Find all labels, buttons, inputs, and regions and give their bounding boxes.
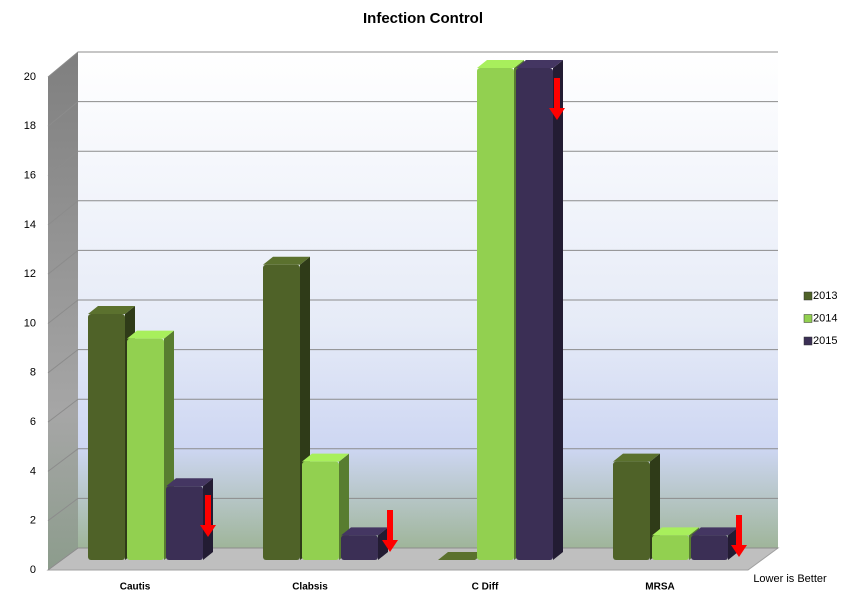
bar-front bbox=[652, 535, 689, 560]
legend-label: 2014 bbox=[813, 312, 837, 324]
bar-top bbox=[691, 527, 738, 536]
x-tick-label: C Diff bbox=[472, 582, 499, 593]
x-tick-label: Cautis bbox=[120, 582, 151, 593]
y-tick-label: 12 bbox=[24, 268, 36, 280]
bar-top bbox=[516, 60, 563, 68]
bar-top bbox=[263, 256, 310, 265]
bar-top bbox=[341, 527, 388, 536]
bar-top bbox=[88, 306, 135, 314]
arrows bbox=[200, 78, 747, 557]
bar-front bbox=[691, 535, 728, 560]
annotation: Lower is Better bbox=[753, 573, 827, 585]
x-tick-label: MRSA bbox=[645, 582, 674, 593]
bar bbox=[516, 60, 563, 560]
bar-side bbox=[378, 527, 388, 560]
y-tick-label: 4 bbox=[30, 465, 36, 477]
y-tick-label: 2 bbox=[30, 515, 36, 527]
bar-front bbox=[613, 461, 650, 560]
y-tick-label: 10 bbox=[24, 317, 36, 329]
bar bbox=[438, 552, 485, 560]
y-tick-label: 18 bbox=[24, 120, 36, 132]
bar-side bbox=[728, 527, 738, 560]
bar-front bbox=[341, 535, 378, 560]
side-wall bbox=[48, 52, 78, 570]
bar-top bbox=[613, 453, 660, 462]
bar-top bbox=[477, 60, 524, 68]
legend-label: 2015 bbox=[813, 335, 837, 347]
y-tick-label: 20 bbox=[24, 71, 36, 83]
bar-front bbox=[263, 264, 300, 560]
bar-front bbox=[88, 314, 125, 560]
bar-front bbox=[477, 68, 514, 560]
y-tick-label: 14 bbox=[24, 219, 36, 231]
bar-front bbox=[127, 338, 164, 560]
x-tick-label: Clabsis bbox=[292, 582, 328, 593]
y-tick-label: 16 bbox=[24, 170, 36, 182]
legend-swatch bbox=[803, 291, 813, 301]
bar-side bbox=[553, 60, 563, 560]
bar-front bbox=[516, 68, 553, 560]
bar-top bbox=[302, 453, 349, 462]
bar bbox=[341, 527, 388, 560]
legend-swatch bbox=[803, 336, 813, 346]
bar-top bbox=[438, 552, 485, 560]
bar-top bbox=[166, 478, 213, 487]
grid-line bbox=[47, 51, 778, 78]
bar-front bbox=[166, 486, 203, 560]
bar bbox=[691, 527, 738, 560]
bar-top bbox=[127, 330, 174, 339]
y-tick-label: 6 bbox=[30, 416, 36, 428]
y-tick-label: 0 bbox=[30, 564, 36, 576]
legend-label: 2013 bbox=[813, 290, 837, 302]
bar-front bbox=[302, 461, 339, 560]
y-tick-label: 8 bbox=[30, 367, 36, 379]
chart-title: Infection Control bbox=[363, 10, 483, 27]
legend-swatch bbox=[803, 314, 813, 323]
bar-top bbox=[652, 527, 699, 536]
